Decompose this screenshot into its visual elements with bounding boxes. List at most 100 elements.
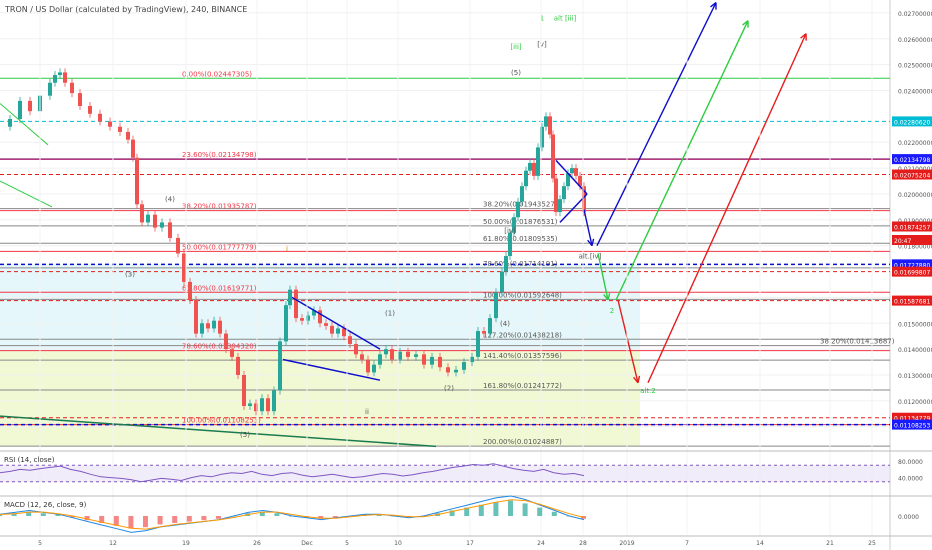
macd-histogram-bar	[113, 516, 119, 526]
wedge-lower-line	[282, 358, 381, 381]
projection-arrow-red-down	[617, 299, 639, 383]
wave-label: (3)	[125, 271, 135, 279]
fib-level-label: 61.80%(0.01619771)	[182, 284, 257, 292]
price-badge	[892, 235, 932, 245]
fib-level-label: 78.60%(0.01714191)	[483, 260, 558, 268]
y-tick-label: 0.02500000	[898, 63, 932, 70]
macd-pane-label: MACD (12, 26, close, 9)	[4, 501, 87, 509]
price-badge	[892, 169, 932, 180]
price-badge	[892, 412, 932, 423]
macd-histogram-bar	[186, 516, 192, 522]
wave-label: i	[286, 245, 288, 253]
price-badge	[892, 266, 932, 277]
macd-histogram-bar	[157, 516, 163, 525]
price-badge	[892, 116, 932, 127]
price-badge	[892, 295, 932, 306]
x-tick-label: 2019	[619, 540, 634, 547]
macd-histogram-bar	[128, 516, 134, 529]
price-badge-text: 0.01108253	[894, 423, 930, 430]
rsi-pane-label: RSI (14, close)	[4, 456, 55, 464]
macd-histogram-bar	[201, 516, 207, 521]
price-badge	[892, 154, 932, 165]
projection-arrow-blue-up-head	[710, 2, 717, 10]
x-tick-label: 19	[182, 540, 190, 547]
macd-histogram-bar	[522, 503, 528, 516]
macd-histogram-bar	[0, 514, 2, 516]
fib-level-label: 50.00%(0.01777779)	[182, 243, 257, 251]
fib-level-label: 0.00%(0.02447305)	[182, 70, 252, 78]
wave-label: (2)	[444, 385, 454, 393]
projection-arrow-green-up-head	[742, 20, 749, 28]
fib-level-label: 78.60%(0.01394320)	[182, 343, 257, 351]
macd-histogram-bar	[493, 502, 499, 516]
x-tick-label: 5	[345, 540, 349, 547]
y-tick-label: 0.02200000	[898, 140, 932, 147]
price-badge-text: 0.01727880	[894, 262, 930, 269]
macd-histogram-bar	[84, 516, 90, 521]
macd-histogram-bar	[464, 507, 470, 516]
projection-arrow-red-up-head	[800, 33, 807, 41]
fib-level-label: 23.60%(0.02134798)	[182, 151, 257, 159]
macd-histogram-bar	[551, 511, 557, 516]
x-tick-label: Dec	[301, 540, 313, 547]
macd-histogram-bar	[274, 513, 280, 516]
wave-label: 2	[610, 307, 614, 315]
macd-histogram-bar	[376, 514, 382, 516]
x-tick-label: 17	[466, 540, 474, 547]
macd-histogram-bar	[259, 511, 265, 516]
macd-histogram-bar	[537, 507, 543, 516]
fib-level-label: 161.80%(0.01241772)	[483, 382, 562, 390]
x-tick-label: 7	[685, 540, 689, 547]
fib-level-label: 200.00%(0.01024887)	[483, 438, 562, 446]
fib-level-label: 141.40%(0.01357596)	[483, 352, 562, 360]
macd-histogram-bar	[216, 516, 221, 519]
macd-histogram-bar	[70, 516, 75, 518]
x-tick-label: 5	[38, 540, 42, 547]
fib-level-label: 100.00%(0.01108253)	[182, 417, 261, 425]
macd-tick-label: 0.0000	[898, 514, 919, 521]
macd-histogram-bar	[40, 513, 46, 516]
wave-label: (1)	[385, 310, 395, 318]
wave-label: alt.2	[640, 387, 656, 395]
rsi-tick-label: 80.0000	[898, 459, 923, 466]
rsi-tick-label: 40.0000	[898, 476, 923, 483]
price-badge-text: 0.02280620	[894, 119, 930, 126]
triangle-upper-line	[555, 159, 588, 195]
projection-arrow-red-up	[647, 33, 807, 384]
y-tick-label: 0.02700000	[898, 11, 932, 18]
trend-line	[0, 180, 53, 208]
price-badge-text: 0.02075204	[894, 173, 930, 180]
price-badge-text: 0.01699807	[894, 270, 930, 277]
macd-histogram-bar	[99, 516, 105, 523]
x-tick-label: 28	[579, 540, 587, 547]
y-tick-label: 0.02600000	[898, 37, 932, 44]
fib-level-label: 100.00%(0.01592648)	[483, 291, 562, 299]
macd-histogram-bar	[172, 516, 178, 523]
macd-histogram-bar	[11, 513, 17, 516]
wave-label: alt [iii]	[554, 15, 577, 23]
price-badge-text: 0.01874257	[894, 224, 930, 231]
price-badge	[892, 221, 932, 232]
fib-level-label: 38.20%(0.01943527)	[483, 201, 558, 209]
rsi-line	[0, 463, 585, 483]
y-tick-label: 0.01900000	[898, 218, 932, 225]
price-badge	[892, 259, 932, 270]
wave-label: 1	[540, 15, 544, 23]
y-tick-label: 0.01400000	[898, 347, 932, 354]
macd-histogram-bar	[143, 516, 148, 528]
wave-label: ii	[365, 408, 369, 416]
x-tick-label: 26	[253, 540, 261, 547]
x-tick-label: 10	[394, 540, 402, 547]
price-badge-text: 0.01134779	[894, 416, 930, 423]
macd-histogram-bar	[508, 500, 513, 516]
projection-arrow-green-up	[615, 20, 749, 301]
macd-histogram-bar	[478, 504, 484, 516]
fib-level-label: 38.20%(0.01935787)	[182, 203, 257, 211]
y-tick-label: 0.02000000	[898, 192, 932, 199]
price-badge-text: 20:47	[894, 238, 911, 245]
projection-arrow-blue-down-head	[587, 238, 595, 247]
fib-level-label: 38.20%(0.01413687)	[820, 338, 895, 346]
projection-arrow-red-down-head	[633, 375, 641, 384]
macd-histogram-bar	[318, 516, 324, 519]
